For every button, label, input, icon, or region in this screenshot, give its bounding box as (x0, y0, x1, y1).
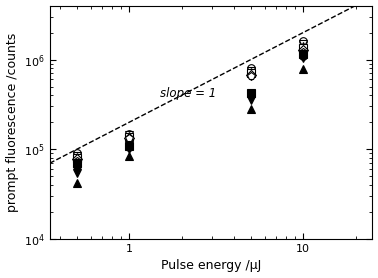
Text: slope = 1: slope = 1 (160, 87, 216, 100)
Y-axis label: prompt fluorescence /counts: prompt fluorescence /counts (6, 33, 19, 212)
X-axis label: Pulse energy /μJ: Pulse energy /μJ (161, 259, 261, 272)
